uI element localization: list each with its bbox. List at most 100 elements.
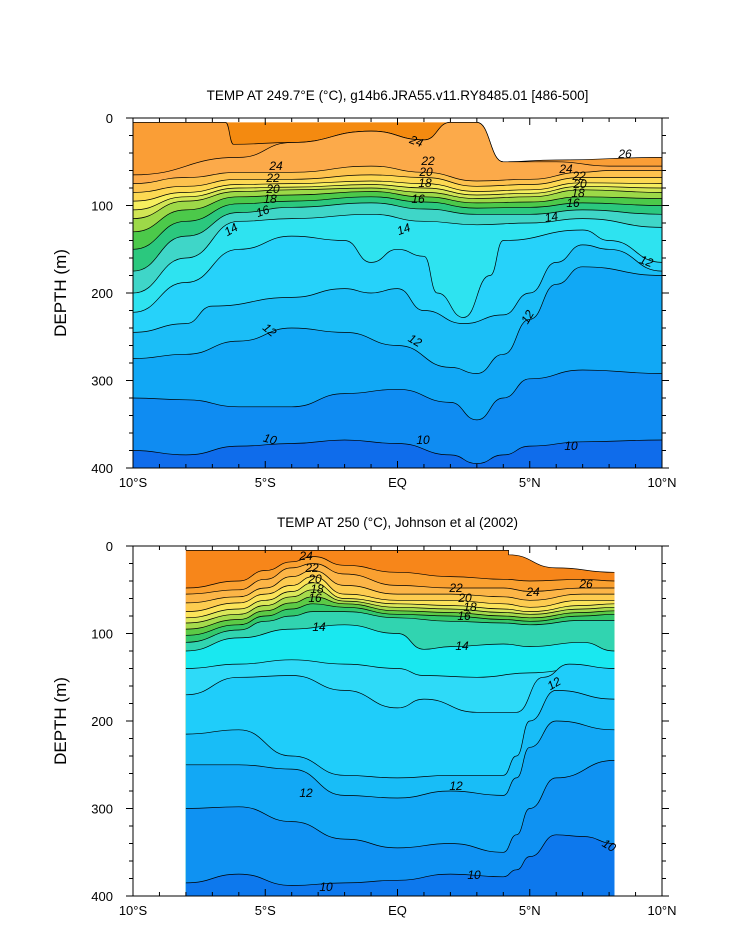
contour-label: 10: [600, 836, 619, 855]
contour-label: 20: [307, 572, 322, 586]
isotherm-band-10.5: [133, 370, 662, 468]
isotherm-line-13.5: [133, 202, 662, 272]
contour-label: 24: [298, 549, 313, 563]
contour-label: 18: [418, 176, 432, 190]
isotherm-line-10: [133, 439, 662, 464]
isotherm-line-20: [133, 174, 662, 193]
isotherm-line-17: [133, 184, 662, 211]
y-tick-label: 300: [91, 374, 113, 389]
isotherm-line-24: [185, 563, 615, 595]
isotherm-line-18: [133, 180, 662, 202]
contour-label: 20: [265, 182, 280, 196]
contour-label: 12: [406, 331, 425, 350]
isotherm-line-12: [185, 720, 615, 799]
contour-label: 22: [304, 561, 319, 575]
contour-label: 14: [455, 639, 469, 653]
isotherm-line-12: [133, 244, 662, 333]
y-tick-label: 100: [91, 199, 113, 214]
contour-label: 12: [449, 779, 463, 793]
contour-label: 10: [467, 868, 481, 882]
isotherm-line-10.5: [133, 369, 662, 421]
isotherm-line-18: [185, 582, 615, 619]
contour-label: 24: [525, 585, 540, 599]
y-tick-label: 300: [91, 802, 113, 817]
isotherm-line-10.5: [185, 834, 615, 886]
isotherm-line-24: [133, 122, 662, 176]
x-tick-label: 5°S: [255, 475, 276, 490]
isotherm-line-11: [133, 266, 662, 374]
contour-label: 16: [411, 192, 425, 206]
contour-label: 26: [617, 147, 632, 161]
contour-label: 22: [265, 171, 280, 185]
contour-fills: [133, 122, 662, 468]
contour-label: 22: [571, 169, 586, 183]
y-tick-label: 400: [91, 461, 113, 476]
contour-label: 16: [566, 196, 580, 210]
contour-label: 18: [463, 600, 477, 614]
contour-label: 24: [407, 132, 426, 150]
contour-fills: [185, 550, 615, 896]
contour-label: 10: [564, 439, 578, 453]
y-tick-label: 100: [91, 627, 113, 642]
contour-label: 20: [457, 591, 472, 605]
contour-label: 26: [578, 577, 593, 591]
isotherm-line-16: [133, 187, 662, 219]
isotherm-line-12.5: [133, 229, 662, 318]
contour-label: 16: [254, 202, 272, 220]
contour-label: 14: [222, 220, 241, 239]
x-tick-label: 10°N: [647, 903, 676, 918]
isotherm-line-26: [185, 550, 615, 573]
contour-label: 18: [310, 582, 324, 596]
y-tick-label: 400: [91, 889, 113, 904]
contour-label: 14: [544, 209, 560, 225]
y-tick-label: 200: [91, 286, 113, 301]
isotherm-line-12.5: [185, 690, 615, 779]
x-tick-label: 10°S: [119, 903, 148, 918]
isotherm-line-13: [133, 213, 662, 294]
isotherm-line-20: [185, 576, 615, 612]
contour-label: 12: [545, 674, 564, 693]
y-axis-label: DEPTH (m): [51, 677, 70, 765]
isotherm-line-17: [185, 589, 615, 624]
isotherm-band-11: [185, 760, 615, 896]
x-tick-label: 5°S: [255, 903, 276, 918]
contour-label: 16: [457, 609, 471, 623]
isotherm-line-14: [185, 624, 615, 652]
isotherm-band-10.5: [185, 834, 615, 896]
x-tick-label: 10°N: [647, 475, 676, 490]
isotherm-line-15: [133, 191, 662, 233]
contour-label: 14: [395, 220, 413, 238]
contour-label: 10: [416, 433, 430, 447]
isotherm-line-16: [185, 596, 615, 630]
x-tick-label: EQ: [388, 475, 407, 490]
isotherm-line-14: [133, 196, 662, 250]
contour-label: 12: [518, 307, 537, 326]
chart-title: TEMP AT 249.7°E (°C), g14b6.JRA55.v11.RY…: [207, 88, 589, 103]
contour-label: 14: [312, 620, 326, 634]
contour-label: 10: [319, 880, 333, 894]
isotherm-line-13: [185, 663, 615, 713]
x-tick-label: 5°N: [519, 475, 541, 490]
contour-label: 24: [268, 159, 283, 173]
chart-title: TEMP AT 250 (°C), Johnson et al (2002): [277, 515, 518, 530]
contour-label: 22: [448, 581, 463, 595]
contour-label: 22: [420, 154, 435, 168]
isotherm-line-14.5: [185, 611, 615, 643]
y-tick-label: 0: [106, 111, 113, 126]
contour-label: 24: [558, 162, 573, 176]
y-axis-label: DEPTH (m): [51, 249, 70, 337]
contour-label: 18: [571, 186, 585, 200]
contour-label: 16: [308, 591, 322, 605]
isotherm-line-15: [185, 603, 615, 636]
y-tick-label: 200: [91, 714, 113, 729]
x-tick-label: 10°S: [119, 475, 148, 490]
contour-label: 18: [263, 192, 277, 206]
isotherm-line-22: [133, 165, 662, 184]
contour-label: 20: [572, 177, 587, 191]
isotherm-line-22: [185, 570, 615, 604]
isotherm-line-25: [185, 556, 615, 589]
contour-label: 12: [638, 252, 656, 270]
